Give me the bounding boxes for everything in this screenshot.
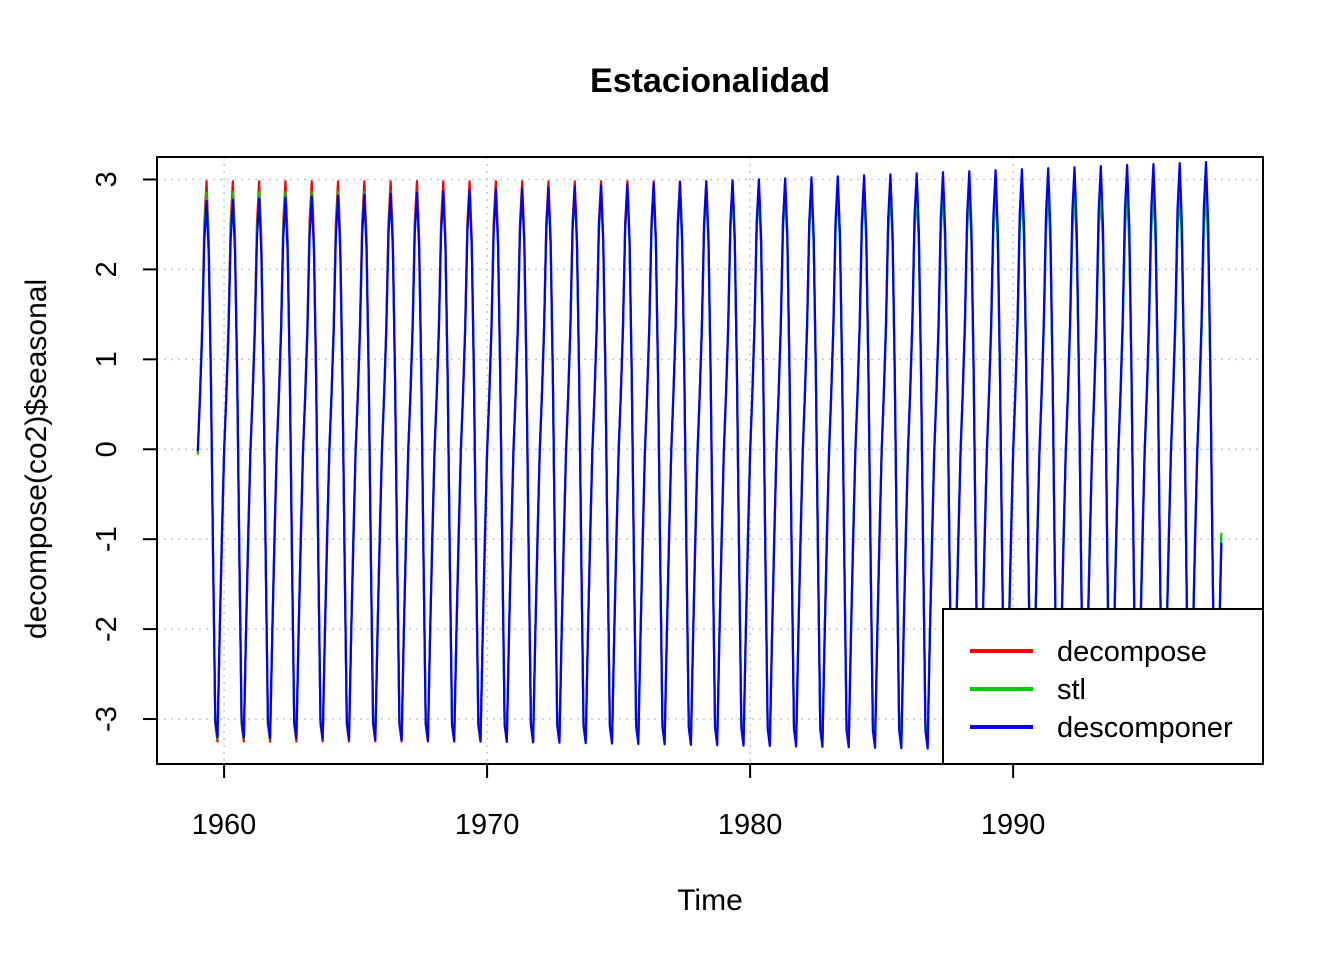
x-tick-label: 1970 [455, 809, 520, 841]
series-lines [196, 160, 1223, 755]
legend: decompose stl descomponer [942, 608, 1264, 765]
y-tick-label: 3 [91, 171, 123, 187]
legend-box [942, 608, 1264, 765]
y-tick-label: 2 [91, 261, 123, 277]
y-tick-label: -3 [91, 706, 123, 732]
y-tick-label: 1 [91, 351, 123, 367]
legend-label-descomponer: descomponer [1057, 712, 1233, 744]
legend-label-decompose: decompose [1057, 636, 1207, 668]
x-axis-label: Time [677, 884, 743, 917]
legend-label-stl: stl [1057, 674, 1086, 706]
x-axis: 1960 1970 1980 1990 [192, 763, 1046, 841]
x-tick-label: 1960 [192, 809, 257, 841]
y-tick-label: 0 [91, 441, 123, 457]
y-tick-label: -1 [91, 526, 123, 552]
series-line-descomponer [196, 160, 1223, 755]
chart-title: Estacionalidad [590, 62, 830, 100]
y-axis: -3 -2 -1 0 1 2 3 [91, 171, 158, 732]
y-tick-label: -2 [91, 616, 123, 642]
x-tick-label: 1980 [718, 809, 783, 841]
x-tick-label: 1990 [981, 809, 1046, 841]
y-axis-label: decompose(co2)$seasonal [20, 279, 53, 639]
